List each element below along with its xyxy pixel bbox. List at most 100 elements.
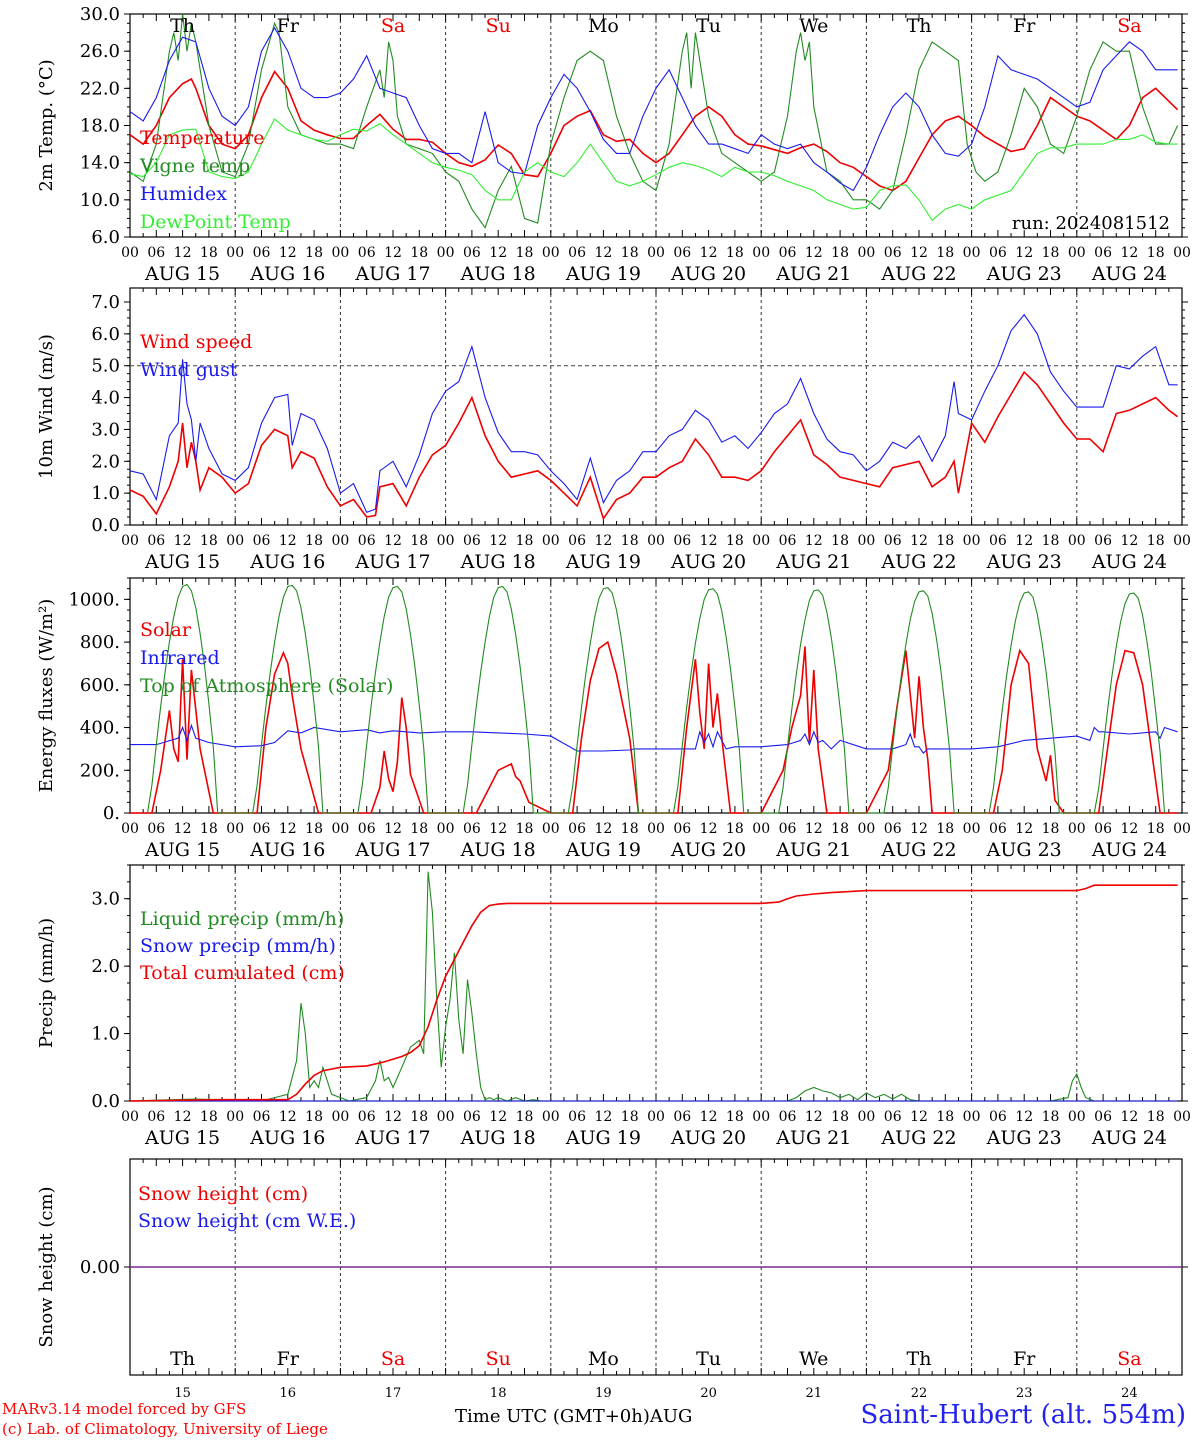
day-number: 16 — [280, 1386, 297, 1401]
date-label: AUG 24 — [1091, 1127, 1167, 1149]
hour-tick-label: 06 — [1094, 533, 1112, 549]
y-tick-label: 0.0 — [91, 1091, 120, 1112]
hour-tick-label: 00 — [752, 1109, 770, 1125]
y-tick-label: 800. — [80, 632, 120, 653]
date-label: AUG 19 — [565, 839, 641, 861]
hour-tick-label: 12 — [700, 1109, 718, 1125]
panel-energy: 0. 200. 400. 600. 800. 1000. Energy fluxes (W/… — [36, 577, 1191, 861]
hour-tick-label: 06 — [358, 821, 376, 837]
hour-tick-label: 00 — [437, 245, 455, 261]
y-tick-label: 4.0 — [91, 388, 120, 409]
y-axis-label: 2m Temp. (°C) — [36, 59, 57, 191]
day-number: 24 — [1121, 1386, 1138, 1401]
y-tick-label: 400. — [80, 718, 120, 739]
legend-entry: Liquid precip (mm/h) — [140, 908, 344, 930]
model-credit: MARv3.14 model forced by GFS — [2, 1400, 247, 1418]
hour-tick-label: 12 — [700, 533, 718, 549]
day-name: Fr — [277, 1348, 300, 1370]
legend-entry: Top of Atmosphere (Solar) — [140, 675, 393, 697]
date-label: AUG 17 — [354, 263, 430, 285]
date-label: AUG 17 — [354, 839, 430, 861]
hour-tick-label: 06 — [358, 533, 376, 549]
day-name: Tu — [696, 15, 721, 37]
hour-tick-label: 00 — [542, 245, 560, 261]
hour-tick-label: 00 — [226, 245, 244, 261]
legend-entry: Humidex — [140, 183, 227, 205]
legend-entry: Solar — [140, 619, 192, 641]
hour-tick-label: 00 — [121, 821, 139, 837]
hour-tick-label: 12 — [805, 245, 823, 261]
hour-tick-label: 18 — [621, 821, 639, 837]
day-name: Fr — [1013, 15, 1036, 37]
hour-tick-label: 06 — [568, 1109, 586, 1125]
y-tick-label: 600. — [80, 675, 120, 696]
date-label: AUG 23 — [986, 263, 1062, 285]
hour-tick-label: 00 — [857, 533, 875, 549]
day-name: Sa — [381, 1348, 405, 1370]
hour-tick-label: 06 — [463, 533, 481, 549]
hour-tick-label: 00 — [331, 1109, 349, 1125]
hour-tick-label: 06 — [673, 533, 691, 549]
hour-tick-label: 12 — [489, 1109, 507, 1125]
hour-tick-label: 06 — [568, 533, 586, 549]
hour-tick-label: 00 — [1173, 245, 1191, 261]
date-label: AUG 18 — [460, 1127, 536, 1149]
hour-tick-label: 12 — [805, 1109, 823, 1125]
hour-tick-label: 12 — [910, 533, 928, 549]
hour-tick-label: 18 — [200, 1109, 218, 1125]
hour-tick-label: 06 — [358, 245, 376, 261]
hour-tick-label: 12 — [279, 1109, 297, 1125]
y-tick-label: 18.0 — [80, 116, 120, 137]
hour-tick-label: 12 — [174, 533, 192, 549]
day-name: Th — [170, 1348, 195, 1370]
hour-tick-label: 18 — [831, 245, 849, 261]
hour-tick-label: 06 — [673, 245, 691, 261]
date-label: AUG 21 — [775, 839, 851, 861]
date-label: AUG 18 — [460, 263, 536, 285]
hour-tick-label: 00 — [121, 245, 139, 261]
hour-tick-label: 18 — [305, 821, 323, 837]
hour-tick-label: 00 — [857, 245, 875, 261]
hour-tick-label: 18 — [305, 533, 323, 549]
hour-tick-label: 06 — [989, 821, 1007, 837]
hour-tick-label: 12 — [489, 821, 507, 837]
hour-tick-label: 06 — [1094, 245, 1112, 261]
day-name: Tu — [696, 1348, 721, 1370]
hour-tick-label: 06 — [147, 533, 165, 549]
hour-tick-label: 12 — [594, 245, 612, 261]
date-label: AUG 19 — [565, 263, 641, 285]
day-name: Mo — [588, 1348, 619, 1370]
hour-tick-label: 18 — [1042, 533, 1060, 549]
hour-tick-label: 12 — [1120, 533, 1138, 549]
hour-tick-label: 06 — [884, 533, 902, 549]
hour-tick-label: 06 — [358, 1109, 376, 1125]
hour-tick-label: 18 — [516, 821, 534, 837]
hour-tick-label: 12 — [279, 245, 297, 261]
y-tick-label: 3.0 — [91, 889, 120, 910]
run-annotation: run: 2024081512 — [1012, 213, 1170, 234]
series-line — [129, 313, 1178, 513]
hour-tick-label: 00 — [647, 245, 665, 261]
hour-tick-label: 06 — [253, 821, 271, 837]
hour-tick-label: 18 — [410, 821, 428, 837]
hour-tick-label: 12 — [910, 1109, 928, 1125]
y-tick-label: 2.0 — [91, 451, 120, 472]
day-number: 19 — [595, 1386, 612, 1401]
hour-tick-label: 18 — [936, 821, 954, 837]
day-name: Fr — [277, 15, 300, 37]
hour-tick-label: 18 — [621, 1109, 639, 1125]
panel-snow: 0.00 Snow height (cm) Snow height (cm) Snow… — [36, 1158, 1188, 1401]
hour-tick-label: 00 — [331, 821, 349, 837]
series-line — [129, 871, 1178, 1102]
station-name: Saint-Hubert (alt. 554m) — [860, 1400, 1186, 1430]
date-label: AUG 21 — [775, 263, 851, 285]
day-number: 23 — [1016, 1386, 1033, 1401]
legend-entry: Snow precip (mm/h) — [140, 935, 336, 957]
hour-tick-label: 00 — [331, 245, 349, 261]
y-tick-label: 0.0 — [91, 515, 120, 536]
date-label: AUG 16 — [249, 1127, 325, 1149]
hour-tick-label: 12 — [805, 533, 823, 549]
hour-tick-label: 12 — [594, 1109, 612, 1125]
hour-tick-label: 18 — [200, 821, 218, 837]
